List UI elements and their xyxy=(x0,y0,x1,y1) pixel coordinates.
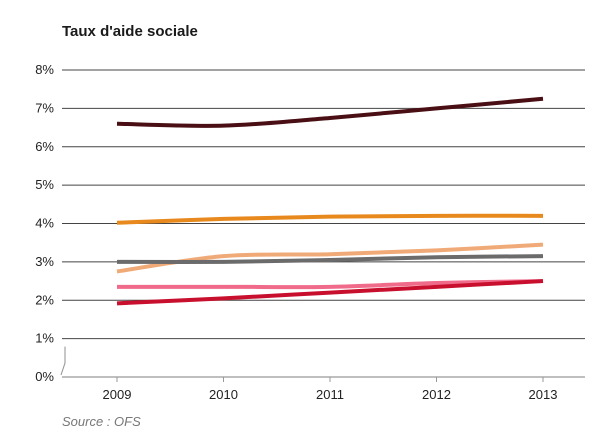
y-tick-labels: 0% 1% 2% 3% 4% 5% 6% 7% 8% xyxy=(35,62,54,384)
y-tick-label: 3% xyxy=(35,254,54,269)
x-tick-label: 2010 xyxy=(209,387,238,402)
source-note: Source : OFS xyxy=(62,414,141,429)
y-axis-break xyxy=(60,346,66,376)
x-tick-label: 2013 xyxy=(529,387,558,402)
gridlines xyxy=(62,69,585,340)
axes xyxy=(60,346,585,382)
series-line-2 xyxy=(116,213,544,225)
series-line-5 xyxy=(117,279,544,290)
y-tick-label: 6% xyxy=(35,139,54,154)
y-tick-label: 0% xyxy=(35,369,54,384)
x-tick-label: 2012 xyxy=(422,387,451,402)
y-tick-label: 5% xyxy=(35,177,54,192)
chart-title: Taux d'aide sociale xyxy=(62,23,198,40)
x-tick-label: 2009 xyxy=(103,387,132,402)
series-line-1 xyxy=(116,96,544,128)
series-line-6 xyxy=(116,279,544,306)
y-tick-label: 1% xyxy=(35,331,54,346)
x-tick-labels: 2009 2010 2011 2012 2013 xyxy=(103,387,558,402)
y-tick-label: 7% xyxy=(35,100,54,115)
x-tick-label: 2011 xyxy=(316,387,344,402)
y-tick-label: 4% xyxy=(35,216,54,231)
series-line-4 xyxy=(116,254,544,265)
series-lines xyxy=(116,96,544,306)
y-tick-label: 8% xyxy=(35,62,54,77)
y-tick-label: 2% xyxy=(35,292,54,307)
